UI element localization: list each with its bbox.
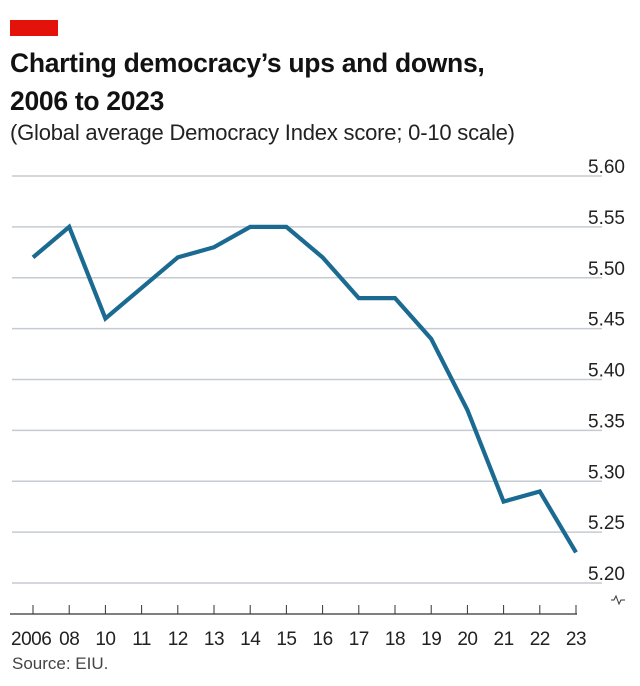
x-tick-label: 12: [168, 629, 188, 650]
chart-title: Charting democracy’s ups and downs, 2006…: [10, 44, 630, 120]
x-tick-label: 23: [566, 629, 586, 650]
x-tick-label: 19: [421, 629, 441, 650]
x-tick-label: 14: [240, 629, 261, 650]
series-line: [31, 223, 578, 554]
x-tick-label: 20: [457, 629, 477, 650]
x-tick-label: 21: [494, 629, 514, 650]
x-axis: 2006 08 10 11 12 13 14 15 16 17 18 19 20 21 22 23: [10, 605, 587, 650]
x-tick-label: 16: [313, 629, 333, 650]
chart-title-line-2: 2006 to 2023: [10, 86, 165, 116]
y-tick-label: 5.20: [588, 564, 625, 585]
y-tick-label: 5.55: [588, 208, 625, 229]
x-tick-label: 18: [385, 629, 405, 650]
y-tick-label: 5.25: [588, 513, 625, 534]
x-tick-label: 15: [276, 629, 296, 650]
chart-subtitle: (Global average Democracy Index score; 0…: [10, 120, 515, 145]
y-tick-label: 5.40: [588, 361, 625, 382]
chart-title-line-1: Charting democracy’s ups and downs,: [10, 48, 485, 78]
source-note: Source: EIU.: [12, 654, 109, 673]
x-tick-label: 10: [95, 629, 115, 650]
x-tick-label: 17: [349, 629, 369, 650]
axis-break-icon: [611, 594, 625, 606]
y-tick-label: 5.35: [588, 411, 625, 432]
x-tick-label: 2006: [11, 629, 51, 650]
y-tick-label: 5.45: [588, 310, 625, 331]
y-tick-label: 5.50: [588, 259, 625, 280]
x-tick-label: 11: [132, 629, 151, 650]
y-tick-label: 5.30: [588, 462, 625, 483]
gridlines: [12, 175, 602, 584]
brand-accent-bar: [10, 20, 58, 36]
y-axis-tick-labels: 5.60 5.55 5.50 5.45 5.40 5.35 5.30 5.25 5.20: [588, 157, 625, 585]
series-line-layer: [31, 223, 578, 554]
y-tick-label: 5.60: [588, 157, 625, 178]
x-tick-label: 13: [204, 629, 224, 650]
x-tick-label: 08: [59, 629, 79, 650]
x-tick-label: 22: [530, 629, 550, 650]
